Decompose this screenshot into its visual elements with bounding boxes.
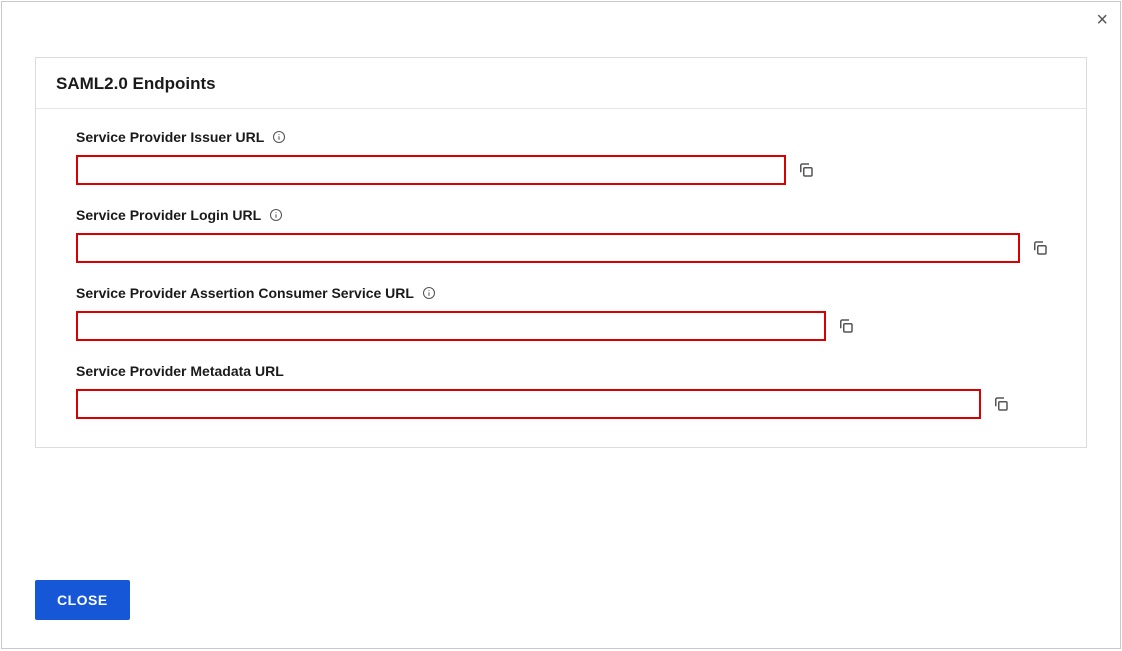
metadata-url-input[interactable] xyxy=(76,389,981,419)
field-label-text: Service Provider Metadata URL xyxy=(76,363,284,379)
field-row xyxy=(76,311,1050,341)
dialog-container: × SAML2.0 Endpoints Service Provider Iss… xyxy=(1,1,1121,649)
field-issuer: Service Provider Issuer URL xyxy=(76,129,1050,185)
panel-body: Service Provider Issuer URL xyxy=(36,109,1086,447)
copy-icon[interactable] xyxy=(991,394,1011,414)
panel-title: SAML2.0 Endpoints xyxy=(36,58,1086,109)
copy-icon[interactable] xyxy=(796,160,816,180)
copy-icon[interactable] xyxy=(836,316,856,336)
field-label-row: Service Provider Issuer URL xyxy=(76,129,1050,145)
info-icon[interactable] xyxy=(269,208,283,222)
field-label-text: Service Provider Login URL xyxy=(76,207,261,223)
field-row xyxy=(76,233,1050,263)
endpoints-panel: SAML2.0 Endpoints Service Provider Issue… xyxy=(35,57,1087,448)
copy-icon[interactable] xyxy=(1030,238,1050,258)
field-label-row: Service Provider Metadata URL xyxy=(76,363,1050,379)
info-icon[interactable] xyxy=(422,286,436,300)
info-icon[interactable] xyxy=(272,130,286,144)
close-icon[interactable]: × xyxy=(1096,10,1108,30)
field-row xyxy=(76,155,1050,185)
field-label-text: Service Provider Assertion Consumer Serv… xyxy=(76,285,414,301)
field-login: Service Provider Login URL xyxy=(76,207,1050,263)
issuer-url-input[interactable] xyxy=(76,155,786,185)
login-url-input[interactable] xyxy=(76,233,1020,263)
field-acs: Service Provider Assertion Consumer Serv… xyxy=(76,285,1050,341)
field-metadata: Service Provider Metadata URL xyxy=(76,363,1050,419)
close-button[interactable]: CLOSE xyxy=(35,580,130,620)
field-label-row: Service Provider Login URL xyxy=(76,207,1050,223)
acs-url-input[interactable] xyxy=(76,311,826,341)
field-row xyxy=(76,389,1050,419)
field-label-text: Service Provider Issuer URL xyxy=(76,129,264,145)
field-label-row: Service Provider Assertion Consumer Serv… xyxy=(76,285,1050,301)
